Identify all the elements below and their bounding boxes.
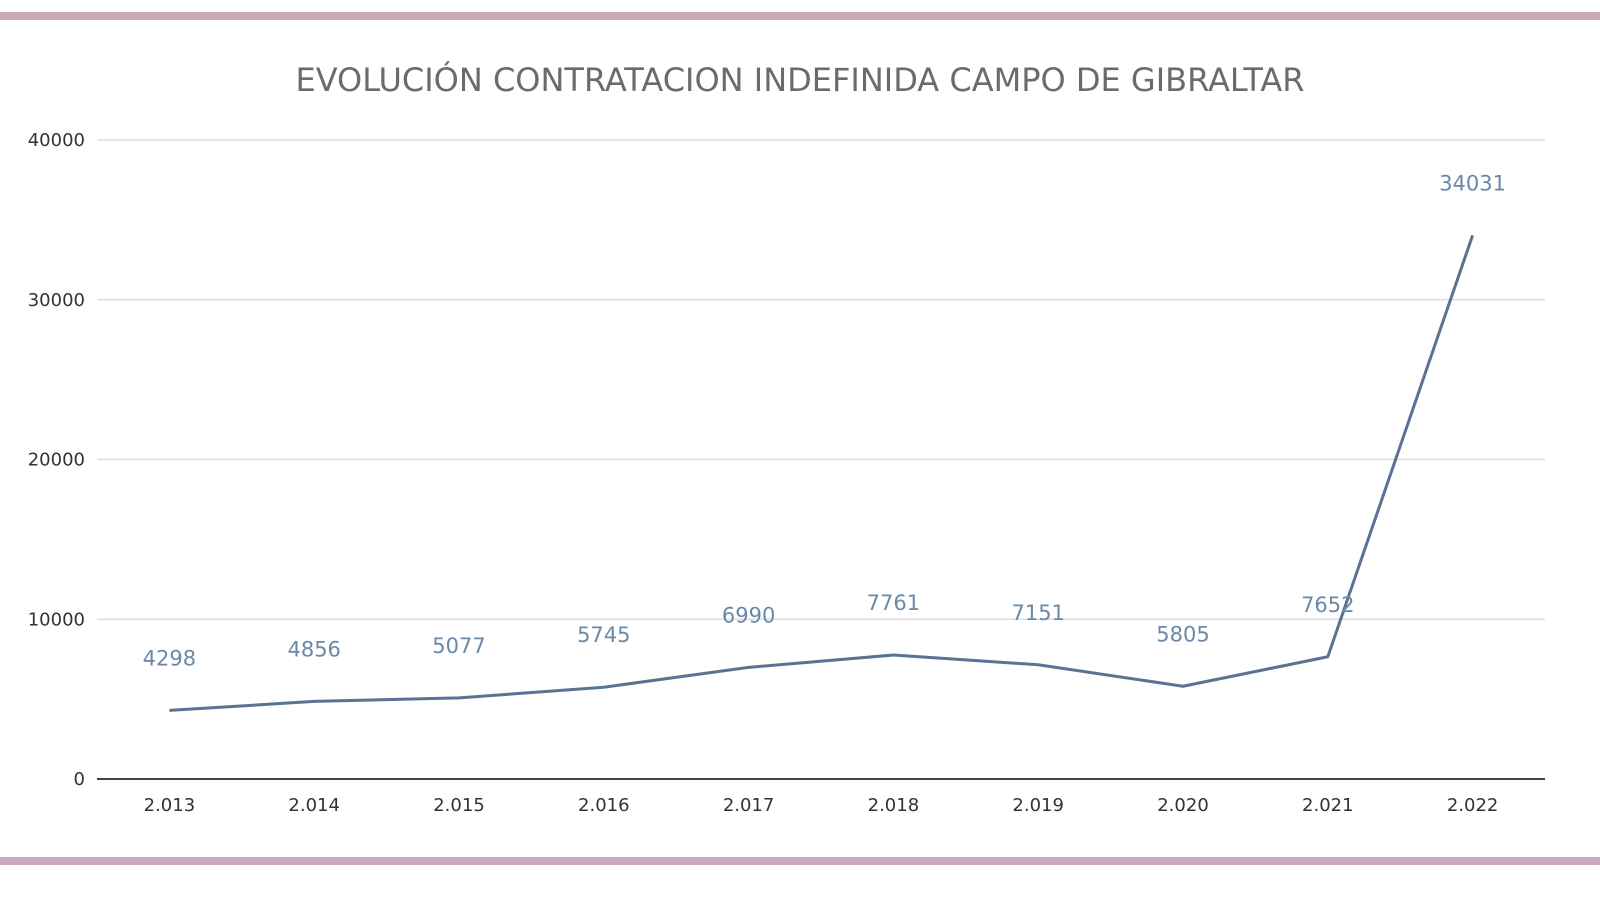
data-label: 7151: [1011, 601, 1064, 625]
data-label: 5745: [577, 623, 630, 647]
chart-title: EVOLUCIÓN CONTRATACION INDEFINIDA CAMPO …: [295, 60, 1304, 99]
y-tick-label: 40000: [28, 130, 85, 151]
y-tick-label: 20000: [28, 450, 85, 471]
data-label: 5805: [1156, 622, 1209, 646]
data-label: 4298: [143, 646, 196, 670]
series-line: [169, 234, 1475, 712]
x-tick-label: 2.015: [433, 795, 485, 816]
x-tick-label: 2.014: [288, 795, 340, 816]
y-tick-label: 10000: [28, 609, 85, 630]
x-tick-label: 2.016: [578, 795, 630, 816]
x-tick-label: 2.020: [1157, 795, 1209, 816]
top-border: [0, 12, 1600, 20]
data-label: 6990: [722, 603, 775, 627]
data-label: 7652: [1301, 593, 1354, 617]
data-label: 5077: [432, 634, 485, 658]
x-tick-label: 2.021: [1302, 795, 1354, 816]
y-tick-label: 30000: [28, 290, 85, 311]
x-tick-label: 2.022: [1447, 795, 1499, 816]
x-tick-label: 2.013: [144, 795, 196, 816]
bottom-border: [0, 857, 1600, 865]
data-label: 34031: [1439, 171, 1506, 195]
x-tick-label: 2.018: [868, 795, 920, 816]
data-label: 4856: [287, 637, 340, 661]
x-tick-label: 2.019: [1012, 795, 1064, 816]
y-tick-label: 0: [74, 769, 85, 790]
data-label: 7761: [867, 591, 920, 615]
x-tick-label: 2.017: [723, 795, 775, 816]
